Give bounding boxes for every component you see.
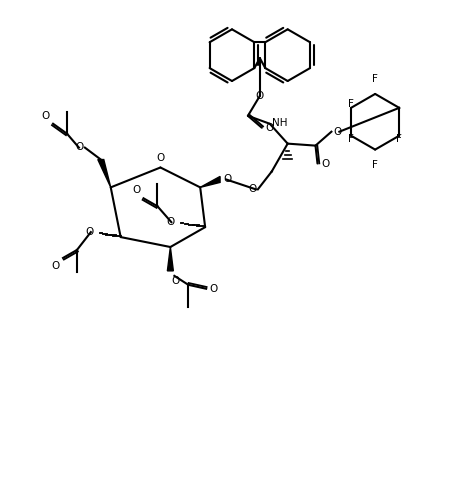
Text: O: O — [255, 91, 263, 101]
Text: O: O — [85, 227, 94, 237]
Text: F: F — [371, 160, 377, 169]
Text: NH: NH — [271, 118, 287, 128]
Text: O: O — [75, 142, 84, 152]
Text: F: F — [347, 99, 353, 109]
Polygon shape — [200, 176, 219, 187]
Text: O: O — [333, 127, 341, 137]
Text: F: F — [395, 134, 401, 144]
Text: O: O — [209, 284, 217, 294]
Text: O: O — [265, 123, 274, 133]
Polygon shape — [167, 247, 173, 271]
Text: O: O — [248, 184, 257, 194]
Text: O: O — [42, 111, 50, 121]
Text: O: O — [171, 276, 179, 286]
Text: F: F — [371, 74, 377, 84]
Text: O: O — [132, 185, 140, 195]
Polygon shape — [98, 160, 111, 187]
Text: O: O — [52, 261, 60, 271]
Text: O: O — [166, 217, 174, 227]
Text: O: O — [156, 153, 164, 163]
Text: O: O — [321, 159, 329, 168]
Text: O: O — [223, 174, 231, 184]
Text: F: F — [347, 134, 353, 144]
